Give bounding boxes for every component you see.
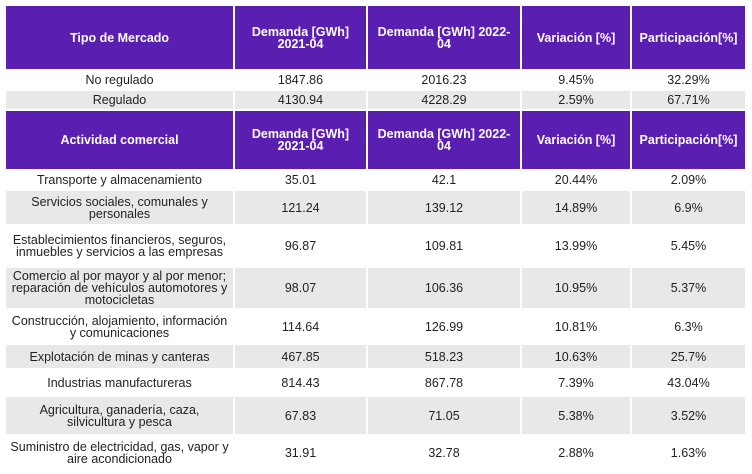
row-d2021: 31.91 (235, 436, 366, 469)
share-header: Participación[%] (632, 111, 745, 169)
row-variation: 2.88% (522, 436, 630, 469)
row-d2021: 96.87 (235, 226, 366, 266)
row-d2021: 1847.86 (235, 71, 366, 89)
table-row: Industrias manufactureras 814.43 867.78 … (6, 370, 745, 395)
demand-2021-header: Demanda [GWh] 2021-04 (235, 6, 366, 69)
table-row: Establecimientos financieros, seguros, i… (6, 226, 745, 266)
row-name: Construcción, alojamiento, información y… (6, 310, 233, 343)
row-d2021: 114.64 (235, 310, 366, 343)
row-variation: 9.45% (522, 71, 630, 89)
row-variation: 2.59% (522, 91, 630, 109)
row-share: 2.09% (632, 171, 745, 189)
row-name: Suministro de electricidad, gas, vapor y… (6, 436, 233, 469)
row-d2021: 467.85 (235, 345, 366, 368)
row-d2022: 109.81 (368, 226, 520, 266)
row-name: Agricultura, ganadería, caza, silvicultu… (6, 397, 233, 434)
row-name: Servicios sociales, comunales y personal… (6, 191, 233, 224)
row-d2021: 35.01 (235, 171, 366, 189)
variation-header: Variación [%] (522, 111, 630, 169)
row-share: 6.3% (632, 310, 745, 343)
row-name: Regulado (6, 91, 233, 109)
row-d2022: 867.78 (368, 370, 520, 395)
table-row: Comercio al por mayor y al por menor; re… (6, 268, 745, 308)
row-d2021: 67.83 (235, 397, 366, 434)
row-d2021: 121.24 (235, 191, 366, 224)
row-share: 5.37% (632, 268, 745, 308)
row-d2022: 106.36 (368, 268, 520, 308)
share-header: Participación[%] (632, 6, 745, 69)
row-variation: 10.81% (522, 310, 630, 343)
row-variation: 10.95% (522, 268, 630, 308)
activity-header-row: Actividad comercial Demanda [GWh] 2021-0… (6, 111, 745, 169)
table-row: Explotación de minas y canteras 467.85 5… (6, 345, 745, 368)
row-d2021: 4130.94 (235, 91, 366, 109)
row-d2022: 139.12 (368, 191, 520, 224)
row-d2022: 126.99 (368, 310, 520, 343)
table-row: Suministro de electricidad, gas, vapor y… (6, 436, 745, 469)
table-row: No regulado 1847.86 2016.23 9.45% 32.29% (6, 71, 745, 89)
row-name: Transporte y almacenamiento (6, 171, 233, 189)
row-share: 6.9% (632, 191, 745, 224)
row-d2021: 98.07 (235, 268, 366, 308)
demand-table: Tipo de Mercado Demanda [GWh] 2021-04 De… (4, 4, 747, 471)
row-variation: 7.39% (522, 370, 630, 395)
table-row: Regulado 4130.94 4228.29 2.59% 67.71% (6, 91, 745, 109)
table-row: Agricultura, ganadería, caza, silvicultu… (6, 397, 745, 434)
row-share: 1.63% (632, 436, 745, 469)
row-share: 5.45% (632, 226, 745, 266)
row-share: 25.7% (632, 345, 745, 368)
variation-header: Variación [%] (522, 6, 630, 69)
row-variation: 20.44% (522, 171, 630, 189)
row-name: Explotación de minas y canteras (6, 345, 233, 368)
row-d2021: 814.43 (235, 370, 366, 395)
row-variation: 10.63% (522, 345, 630, 368)
row-variation: 13.99% (522, 226, 630, 266)
row-d2022: 42.1 (368, 171, 520, 189)
row-share: 43.04% (632, 370, 745, 395)
row-name: No regulado (6, 71, 233, 89)
demand-2022-header: Demanda [GWh] 2022-04 (368, 111, 520, 169)
row-share: 3.52% (632, 397, 745, 434)
table-row: Construcción, alojamiento, información y… (6, 310, 745, 343)
row-variation: 14.89% (522, 191, 630, 224)
demand-2022-header: Demanda [GWh] 2022-04 (368, 6, 520, 69)
row-d2022: 71.05 (368, 397, 520, 434)
row-share: 67.71% (632, 91, 745, 109)
table-row: Transporte y almacenamiento 35.01 42.1 2… (6, 171, 745, 189)
table-row: Servicios sociales, comunales y personal… (6, 191, 745, 224)
activity-header: Actividad comercial (6, 111, 233, 169)
market-header-row: Tipo de Mercado Demanda [GWh] 2021-04 De… (6, 6, 745, 69)
market-type-header: Tipo de Mercado (6, 6, 233, 69)
row-share: 32.29% (632, 71, 745, 89)
row-d2022: 2016.23 (368, 71, 520, 89)
row-variation: 5.38% (522, 397, 630, 434)
row-name: Comercio al por mayor y al por menor; re… (6, 268, 233, 308)
row-d2022: 4228.29 (368, 91, 520, 109)
row-d2022: 518.23 (368, 345, 520, 368)
row-name: Industrias manufactureras (6, 370, 233, 395)
row-name: Establecimientos financieros, seguros, i… (6, 226, 233, 266)
row-d2022: 32.78 (368, 436, 520, 469)
demand-2021-header: Demanda [GWh] 2021-04 (235, 111, 366, 169)
